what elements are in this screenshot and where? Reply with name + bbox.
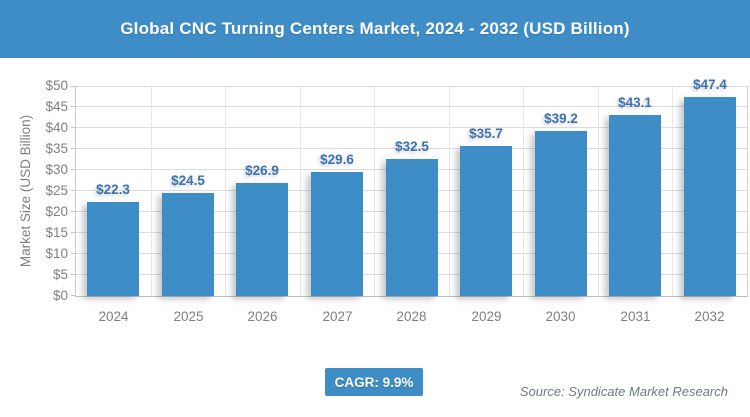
gridline-v — [300, 86, 301, 296]
bar-value-label-2031: $43.1 — [618, 95, 652, 110]
y-tick-label: $45 — [45, 99, 68, 114]
chart-title: Global CNC Turning Centers Market, 2024 … — [120, 19, 630, 38]
gridline-v — [672, 86, 673, 296]
bar-2026 — [236, 183, 288, 296]
bar-2027 — [311, 172, 363, 296]
y-tick-label: $35 — [45, 141, 68, 156]
bar-value-label-2025: $24.5 — [171, 173, 205, 188]
source-credit: Source: Syndicate Market Research — [519, 384, 728, 399]
x-tick-label-2029: 2029 — [471, 309, 502, 324]
bar-value-label-2026: $26.9 — [245, 163, 279, 178]
bar-2024 — [87, 202, 139, 296]
y-axis-tick-labels: $0 $5 $10 $15 $20 $25 $30 $35 $40 $45 $50 — [0, 78, 68, 303]
cagr-badge: CAGR: 9.9% — [325, 368, 423, 396]
axis-tick — [71, 295, 76, 296]
y-tick-label: $20 — [45, 204, 68, 219]
gridline-v — [449, 86, 450, 296]
axis-tick — [71, 86, 76, 87]
bar-2029 — [460, 146, 512, 296]
bar-value-label-2024: $22.3 — [96, 182, 130, 197]
bar-2025 — [162, 193, 214, 296]
x-tick-label-2028: 2028 — [396, 309, 427, 324]
plot-area: $22.3 2024 $24.5 2025 $26.9 2026 $29.6 2027 $32.… — [71, 77, 748, 324]
axis-tick — [71, 169, 76, 170]
y-tick-label: $5 — [52, 267, 68, 282]
bar-2031 — [609, 115, 661, 296]
x-tick-label-2031: 2031 — [620, 309, 651, 324]
y-tick-label: $10 — [45, 246, 68, 261]
bar-2030 — [535, 131, 587, 296]
axis-tick — [71, 232, 76, 233]
y-tick-label: $25 — [45, 183, 68, 198]
header-bar: Global CNC Turning Centers Market, 2024 … — [0, 0, 750, 58]
y-tick-label: $50 — [45, 78, 68, 93]
x-tick-label-2025: 2025 — [173, 309, 204, 324]
gridline-v — [374, 86, 375, 296]
gridline-h-$50 — [76, 86, 747, 87]
bar-2028 — [386, 159, 438, 296]
x-tick-label-2032: 2032 — [694, 309, 725, 324]
axis-tick — [71, 127, 76, 128]
bar-value-label-2027: $29.6 — [320, 152, 354, 167]
bar-2032 — [684, 97, 736, 296]
bar-value-label-2032: $47.4 — [693, 77, 727, 92]
axis-tick — [71, 253, 76, 254]
gridline-v — [523, 86, 524, 296]
axis-tick — [71, 106, 76, 107]
axis-tick — [71, 211, 76, 212]
x-tick-label-2030: 2030 — [545, 309, 576, 324]
gridline-h-$35 — [76, 148, 747, 149]
y-tick-label: $15 — [45, 225, 68, 240]
axis-tick — [71, 190, 76, 191]
gridline-v — [225, 86, 226, 296]
bar-value-label-2029: $35.7 — [469, 126, 503, 141]
gridline-v — [598, 86, 599, 296]
gridline-v — [151, 86, 152, 296]
y-tick-label: $40 — [45, 120, 68, 135]
bar-value-label-2028: $32.5 — [395, 139, 429, 154]
axis-tick — [71, 148, 76, 149]
bar-value-label-2030: $39.2 — [544, 111, 578, 126]
gridline-h-$45 — [76, 106, 747, 107]
y-tick-label: $0 — [52, 288, 68, 303]
gridline-h-$40 — [76, 127, 747, 128]
y-tick-label: $30 — [45, 162, 68, 177]
axis-tick — [71, 274, 76, 275]
x-tick-label-2026: 2026 — [247, 309, 278, 324]
x-tick-label-2027: 2027 — [322, 309, 353, 324]
x-tick-label-2024: 2024 — [98, 309, 129, 324]
